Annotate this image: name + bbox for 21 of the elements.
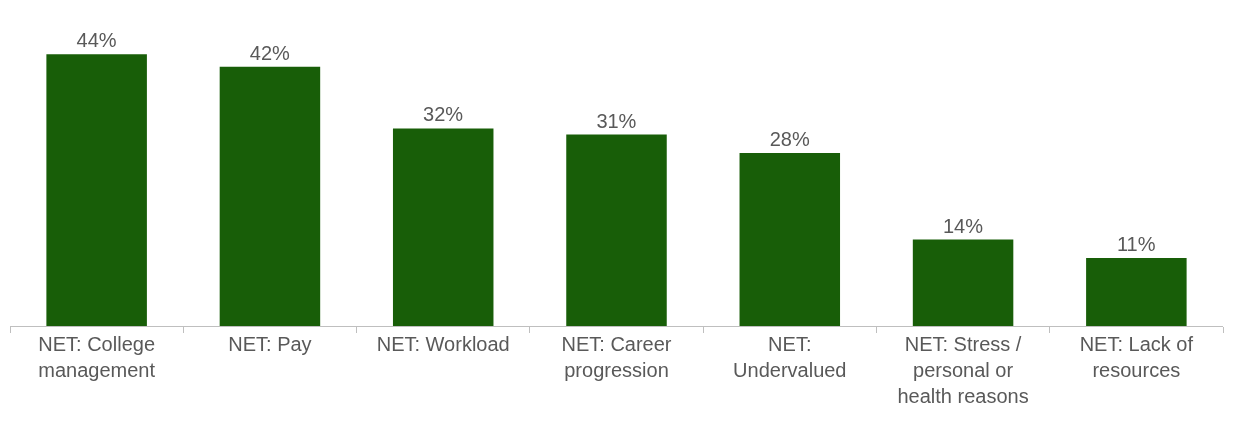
- data-label: 28%: [769, 128, 810, 151]
- x-tick-label: NET: Lack of resources: [1079, 333, 1194, 381]
- data-label: 44%: [76, 29, 117, 52]
- x-tick-label: NET: Career progression: [561, 333, 672, 381]
- x-tick-label: NET: Stress / personal or health reasons: [897, 333, 1029, 407]
- x-tick-label: NET: Workload: [376, 333, 510, 355]
- bar: [912, 239, 1014, 326]
- bar: [392, 128, 494, 326]
- data-label: 31%: [596, 109, 637, 132]
- data-label: 14%: [942, 214, 984, 237]
- bar: [46, 54, 147, 326]
- bar: [739, 153, 841, 326]
- x-tick-label: NET: College management: [38, 333, 156, 381]
- bar: [1086, 258, 1187, 326]
- data-label: 42%: [249, 41, 291, 64]
- data-label: 11%: [1116, 233, 1156, 256]
- data-label: 32%: [423, 103, 464, 126]
- x-tick-label: NET: Pay: [228, 333, 312, 355]
- bar: [566, 134, 667, 326]
- bar: [219, 66, 321, 326]
- x-tick-label: NET: Undervalued: [733, 333, 847, 381]
